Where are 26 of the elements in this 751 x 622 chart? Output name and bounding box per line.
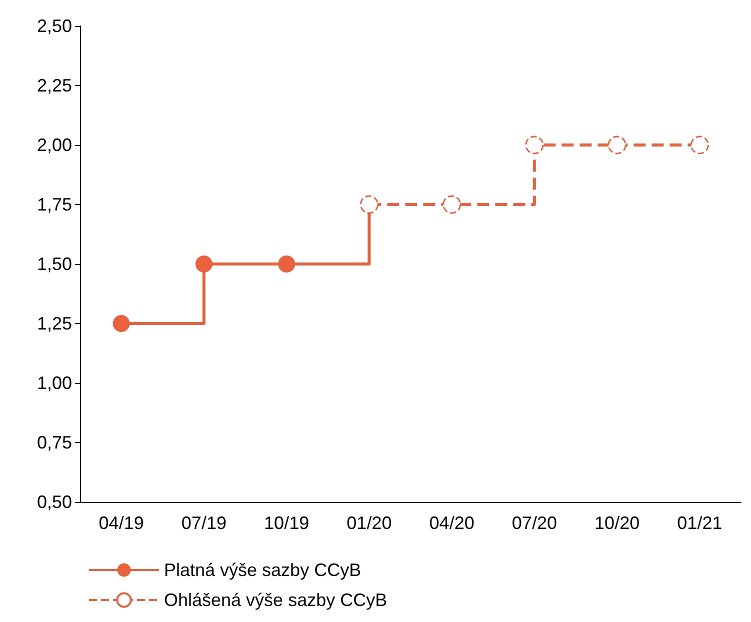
- x-tick-label: 07/19: [181, 513, 226, 533]
- point: [608, 136, 626, 154]
- x-tick-label: 10/19: [264, 513, 310, 533]
- x-tick-label: 01/21: [677, 513, 722, 533]
- y-tick-label: 0,50: [36, 492, 72, 512]
- point: [195, 256, 212, 272]
- legend-label: Ohlášená výše sazby CCyB: [164, 590, 388, 610]
- point: [525, 136, 544, 154]
- y-tick-label: 2,25: [36, 76, 72, 96]
- x-tick-label: 07/20: [512, 513, 557, 533]
- point: [690, 136, 709, 154]
- y-tick-label: 1,00: [36, 373, 72, 393]
- y-tick-label: 1,25: [36, 314, 72, 334]
- x-tick-label: 01/20: [346, 513, 392, 533]
- x-tick-label: 04/19: [98, 513, 144, 533]
- y-tick-label: 2,00: [36, 135, 72, 155]
- x-tick-label: 10/20: [594, 513, 640, 533]
- x-tick-label: 04/20: [429, 513, 474, 533]
- y-tick-label: 1,75: [36, 194, 72, 214]
- y-tick-label: 1,50: [36, 254, 72, 274]
- point: [112, 315, 130, 332]
- y-tick-label: 0,75: [36, 432, 72, 452]
- y-tick-label: 2,50: [36, 16, 72, 36]
- point: [442, 195, 462, 214]
- legend-label: Platná výše sazby CCyB: [164, 560, 362, 580]
- point: [278, 256, 296, 272]
